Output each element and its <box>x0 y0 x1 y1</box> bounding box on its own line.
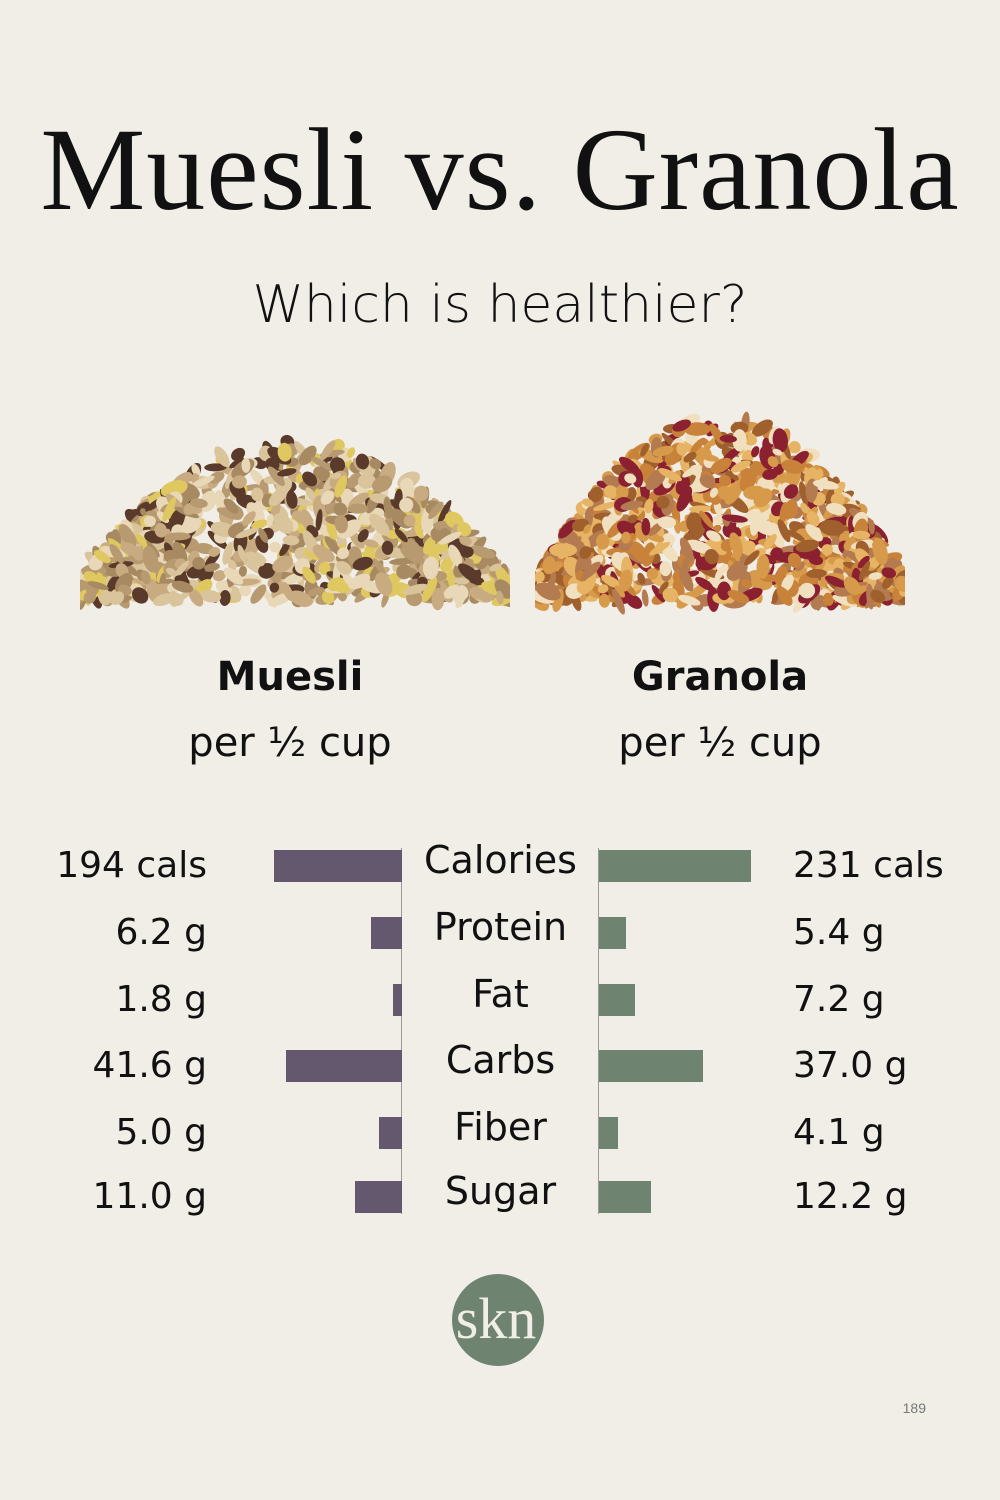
muesli-value-label: 194 cals <box>56 845 207 886</box>
category-label: Sugar <box>444 1169 557 1213</box>
category-label: Protein <box>433 905 568 949</box>
muesli-bar <box>273 850 402 882</box>
granola-bar <box>599 917 626 949</box>
category-label: Carbs <box>445 1038 556 1082</box>
muesli-value-label: 5.0 g <box>115 1112 207 1153</box>
granola-value-label: 7.2 g <box>793 979 885 1020</box>
page-title: Muesli vs. Granola <box>40 104 960 235</box>
category-label: Fiber <box>454 1105 547 1149</box>
muesli-value-label: 41.6 g <box>92 1045 207 1086</box>
muesli-axis-line <box>401 848 402 1214</box>
granola-axis-line <box>598 848 599 1214</box>
granola-bar <box>599 1050 703 1082</box>
granola-image <box>535 411 905 615</box>
granola-bar <box>599 850 752 882</box>
muesli-label: Muesli <box>216 654 364 700</box>
granola-value-label: 12.2 g <box>793 1176 908 1217</box>
muesli-bar <box>379 1117 402 1149</box>
granola-bar <box>599 1117 618 1149</box>
muesli-value-label: 1.8 g <box>115 979 207 1020</box>
muesli-bar <box>354 1181 402 1213</box>
category-label: Calories <box>424 838 577 882</box>
page-subtitle: Which is healthier? <box>252 275 748 335</box>
granola-value-label: 5.4 g <box>793 912 885 953</box>
muesli-bar <box>393 984 402 1016</box>
muesli-bar <box>371 917 402 949</box>
granola-bar <box>599 1181 652 1213</box>
muesli-serving: per ½ cup <box>188 720 392 766</box>
muesli-value-label: 11.0 g <box>92 1176 207 1217</box>
granola-bar <box>599 984 635 1016</box>
muesli-value-label: 6.2 g <box>115 912 207 953</box>
page-number: 189 <box>902 1400 926 1416</box>
granola-value-label: 4.1 g <box>793 1112 885 1153</box>
muesli-bar <box>285 1050 402 1082</box>
muesli-image <box>80 434 510 611</box>
category-label: Fat <box>472 972 529 1016</box>
skn-logo: skn <box>452 1274 544 1366</box>
granola-value-label: 231 cals <box>793 845 944 886</box>
granola-serving: per ½ cup <box>618 720 822 766</box>
svg-text:skn: skn <box>456 1286 537 1351</box>
granola-label: Granola <box>631 654 809 700</box>
granola-value-label: 37.0 g <box>793 1045 908 1086</box>
